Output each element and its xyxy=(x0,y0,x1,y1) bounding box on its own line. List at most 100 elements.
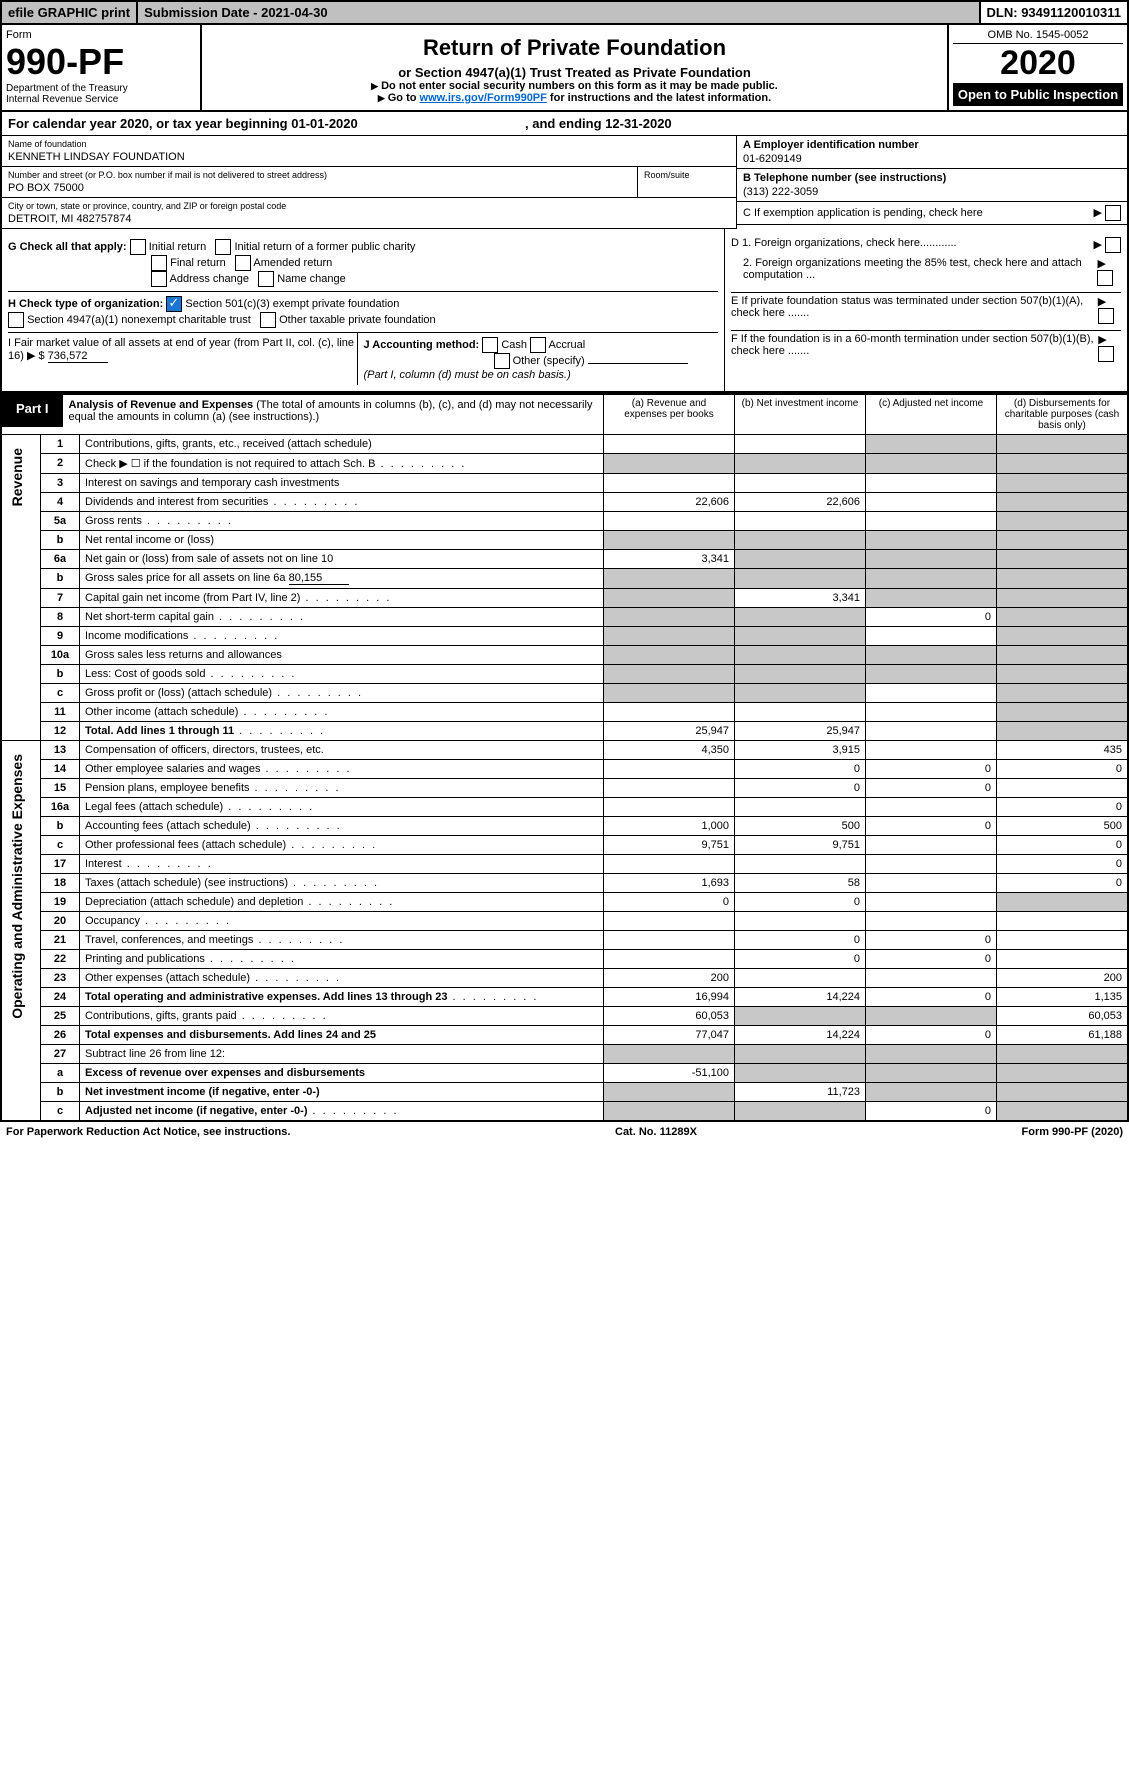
row-desc: Total operating and administrative expen… xyxy=(80,988,604,1007)
row-num: 10a xyxy=(41,646,80,665)
cell xyxy=(866,969,997,988)
cell xyxy=(735,454,866,474)
cell: 4,350 xyxy=(604,741,735,760)
e-checkbox[interactable] xyxy=(1098,308,1114,324)
cell: 60,053 xyxy=(604,1007,735,1026)
cell xyxy=(866,512,997,531)
h-other[interactable] xyxy=(260,312,276,328)
cell xyxy=(735,550,866,569)
row-desc: Less: Cost of goods sold xyxy=(80,665,604,684)
cell xyxy=(866,493,997,512)
efile-label: efile GRAPHIC print xyxy=(2,2,138,23)
row-desc: Depreciation (attach schedule) and deple… xyxy=(80,893,604,912)
g-name[interactable] xyxy=(258,271,274,287)
j-other[interactable] xyxy=(494,353,510,369)
row-num: 6a xyxy=(41,550,80,569)
cell xyxy=(735,512,866,531)
form-number: 990-PF xyxy=(6,41,196,83)
cell xyxy=(997,474,1129,493)
row-num: 20 xyxy=(41,912,80,931)
cell xyxy=(997,779,1129,798)
row-num: 24 xyxy=(41,988,80,1007)
cell: 16,994 xyxy=(604,988,735,1007)
row-desc: Interest on savings and temporary cash i… xyxy=(80,474,604,493)
cell: 0 xyxy=(997,798,1129,817)
cell xyxy=(735,912,866,931)
d1-checkbox[interactable] xyxy=(1105,237,1121,253)
note-ssn: Do not enter social security numbers on … xyxy=(208,80,941,92)
cell xyxy=(997,646,1129,665)
expenses-side: Operating and Administrative Expenses xyxy=(7,744,27,1029)
d2-checkbox[interactable] xyxy=(1097,270,1113,286)
ein-label: A Employer identification number xyxy=(743,139,1121,151)
city-state-zip: DETROIT, MI 482757874 xyxy=(8,211,730,225)
cell xyxy=(604,703,735,722)
row-num: 13 xyxy=(41,741,80,760)
cell xyxy=(604,646,735,665)
f-checkbox[interactable] xyxy=(1098,346,1114,362)
c-checkbox[interactable] xyxy=(1105,205,1121,221)
row-num: 7 xyxy=(41,589,80,608)
h-row: H Check type of organization: Section 50… xyxy=(8,291,718,332)
cell: 0 xyxy=(866,931,997,950)
cell xyxy=(604,665,735,684)
row-num: b xyxy=(41,665,80,684)
j-accrual[interactable] xyxy=(530,337,546,353)
row-desc: Total. Add lines 1 through 11 xyxy=(80,722,604,741)
j-cash[interactable] xyxy=(482,337,498,353)
cell xyxy=(604,931,735,950)
d2: 2. Foreign organizations meeting the 85%… xyxy=(731,257,1097,286)
cell: 1,693 xyxy=(604,874,735,893)
cell: 0 xyxy=(997,836,1129,855)
cell xyxy=(604,798,735,817)
cell: 500 xyxy=(735,817,866,836)
cell: 0 xyxy=(866,760,997,779)
cell xyxy=(997,512,1129,531)
g-amended[interactable] xyxy=(235,255,251,271)
row-desc: Other income (attach schedule) xyxy=(80,703,604,722)
g-initial[interactable] xyxy=(130,239,146,255)
cell xyxy=(604,474,735,493)
row-desc: Compensation of officers, directors, tru… xyxy=(80,741,604,760)
cell xyxy=(735,1102,866,1122)
cell xyxy=(604,760,735,779)
cell xyxy=(866,741,997,760)
cell xyxy=(604,1045,735,1064)
g-address[interactable] xyxy=(151,271,167,287)
cell xyxy=(866,1064,997,1083)
cell: 0 xyxy=(997,760,1129,779)
g-final[interactable] xyxy=(151,255,167,271)
cell xyxy=(997,435,1129,454)
cell xyxy=(735,798,866,817)
cell xyxy=(866,684,997,703)
row-num: 1 xyxy=(41,435,80,454)
irs-link[interactable]: www.irs.gov/Form990PF xyxy=(420,92,547,104)
cell xyxy=(735,627,866,646)
cell xyxy=(735,1045,866,1064)
cell: 0 xyxy=(866,817,997,836)
h-501c3[interactable] xyxy=(166,296,182,312)
cell xyxy=(997,950,1129,969)
cat-no: Cat. No. 11289X xyxy=(615,1126,697,1138)
cell: 0 xyxy=(866,988,997,1007)
d1: D 1. Foreign organizations, check here..… xyxy=(731,237,957,253)
row-num: c xyxy=(41,836,80,855)
cell: 0 xyxy=(735,893,866,912)
h-4947[interactable] xyxy=(8,312,24,328)
cell xyxy=(604,627,735,646)
e-label: E If private foundation status was termi… xyxy=(731,295,1098,324)
cell xyxy=(997,1083,1129,1102)
cell: 14,224 xyxy=(735,1026,866,1045)
cell xyxy=(997,627,1129,646)
cell: 0 xyxy=(997,874,1129,893)
cell xyxy=(997,703,1129,722)
cell xyxy=(866,569,997,589)
cell xyxy=(997,931,1129,950)
g-initial-public[interactable] xyxy=(215,239,231,255)
telephone: (313) 222-3059 xyxy=(743,184,1121,198)
cell xyxy=(997,608,1129,627)
col-c: (c) Adjusted net income xyxy=(866,394,997,435)
col-d: (d) Disbursements for charitable purpose… xyxy=(997,394,1129,435)
row-desc: Net investment income (if negative, ente… xyxy=(80,1083,604,1102)
row-desc: Other employee salaries and wages xyxy=(80,760,604,779)
